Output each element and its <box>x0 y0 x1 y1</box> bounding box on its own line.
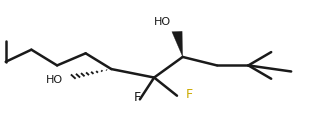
Polygon shape <box>172 31 183 57</box>
Text: HO: HO <box>46 75 63 85</box>
Text: HO: HO <box>154 17 171 27</box>
Text: F: F <box>133 91 141 104</box>
Text: F: F <box>186 88 193 101</box>
